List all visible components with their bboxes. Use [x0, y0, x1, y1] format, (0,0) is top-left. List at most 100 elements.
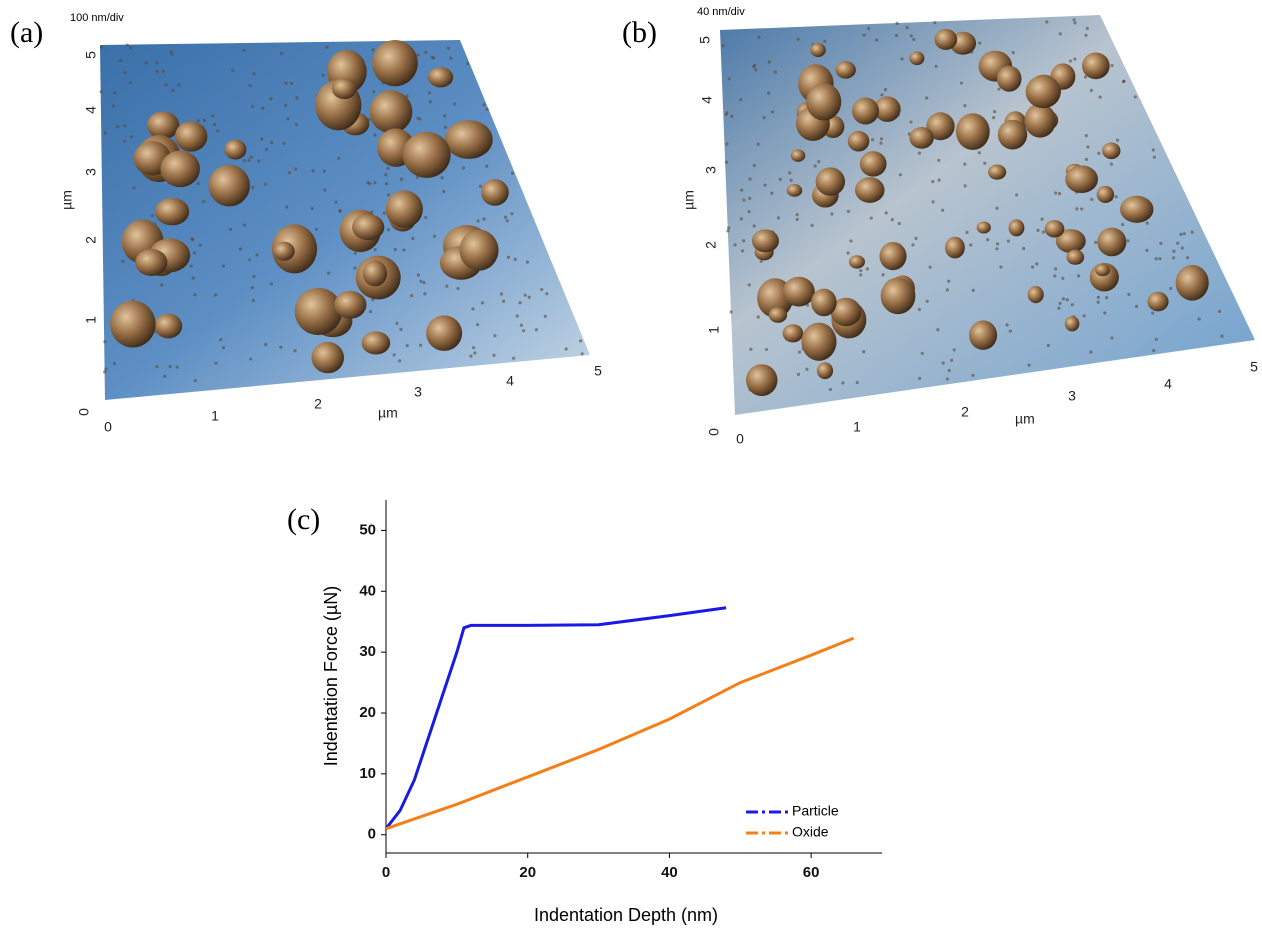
small-particle	[242, 48, 246, 52]
small-particle	[513, 257, 517, 261]
small-particle	[255, 253, 259, 257]
particle	[847, 130, 870, 152]
small-particle	[727, 226, 731, 230]
small-particle	[499, 292, 504, 296]
small-particle	[175, 365, 179, 369]
small-particle	[476, 323, 480, 327]
small-particle	[284, 103, 288, 108]
small-particle	[446, 46, 450, 50]
small-particle	[465, 62, 470, 66]
small-particle	[284, 81, 288, 85]
particle	[1064, 316, 1080, 332]
small-particle	[1145, 221, 1149, 225]
small-particle	[1182, 232, 1186, 236]
small-particle	[986, 238, 990, 242]
small-particle	[386, 228, 391, 232]
particle	[147, 111, 180, 140]
y-tick-label: 3	[83, 168, 99, 176]
particle	[154, 313, 183, 339]
small-particle	[1122, 79, 1126, 83]
particle	[955, 113, 990, 150]
small-particle	[519, 323, 523, 327]
small-particle	[997, 87, 1001, 91]
particle	[1175, 264, 1209, 301]
small-particle	[250, 286, 255, 290]
small-particle	[740, 188, 744, 192]
small-particle	[881, 273, 885, 277]
small-particle	[385, 182, 389, 186]
small-particle	[1035, 262, 1039, 266]
small-particle	[311, 169, 315, 173]
small-particle	[395, 321, 399, 326]
small-particle	[1152, 348, 1156, 353]
small-particle	[424, 215, 428, 220]
small-particle	[1151, 148, 1155, 152]
small-particle	[805, 367, 809, 371]
particle	[444, 120, 493, 159]
small-particle	[1085, 26, 1089, 30]
small-particle	[432, 234, 437, 238]
small-particle	[386, 193, 391, 197]
particle	[997, 119, 1028, 150]
small-particle	[482, 103, 486, 107]
particle	[782, 276, 815, 307]
small-particle	[1154, 257, 1158, 261]
small-particle	[580, 352, 584, 356]
small-particle	[941, 208, 945, 212]
small-particle	[368, 309, 373, 314]
small-particle	[1075, 207, 1079, 211]
small-particle	[1096, 295, 1101, 299]
particle	[810, 42, 826, 58]
y-tick-label: 3	[703, 166, 719, 174]
particle	[976, 221, 991, 234]
particle	[1065, 165, 1098, 194]
small-particle	[756, 142, 760, 146]
small-particle	[527, 295, 531, 299]
legend-label: Oxide	[792, 824, 829, 840]
small-particle	[810, 223, 814, 227]
small-particle	[310, 206, 314, 210]
small-particle	[190, 237, 194, 241]
small-particle	[963, 104, 967, 108]
small-particle	[1045, 20, 1049, 24]
y-tick-label: 10	[359, 765, 376, 782]
y-tick-label: 20	[359, 704, 376, 721]
small-particle	[884, 211, 888, 215]
y-tick-label: 40	[359, 582, 376, 599]
small-particle	[279, 345, 283, 349]
y-tick-label: 0	[368, 826, 376, 843]
particle	[801, 322, 837, 361]
small-particle	[155, 69, 159, 74]
small-particle	[503, 215, 508, 219]
small-particle	[252, 72, 256, 76]
small-particle	[920, 351, 924, 356]
particle	[830, 297, 862, 327]
particle	[311, 341, 345, 374]
small-particle	[472, 346, 476, 350]
small-particle	[422, 280, 426, 285]
small-particle	[917, 151, 922, 155]
x-tick-label: 0	[736, 431, 744, 447]
small-particle	[164, 83, 168, 87]
small-particle	[196, 182, 201, 186]
small-particle	[248, 84, 252, 88]
x-tick-label: 60	[803, 864, 820, 881]
particle	[271, 224, 318, 274]
small-particle	[261, 106, 265, 110]
small-particle	[971, 373, 975, 377]
small-particle	[545, 292, 549, 296]
particle	[1097, 227, 1127, 257]
y-tick-label: 5	[83, 51, 99, 59]
small-particle	[870, 138, 875, 142]
particle	[428, 67, 454, 88]
small-particle	[99, 90, 103, 94]
small-particle	[269, 282, 273, 286]
small-particle	[849, 239, 853, 243]
small-particle	[788, 171, 792, 175]
small-particle	[430, 55, 434, 59]
small-particle	[883, 88, 888, 92]
small-particle	[386, 166, 390, 170]
small-particle	[265, 147, 269, 151]
small-particle	[510, 212, 514, 216]
